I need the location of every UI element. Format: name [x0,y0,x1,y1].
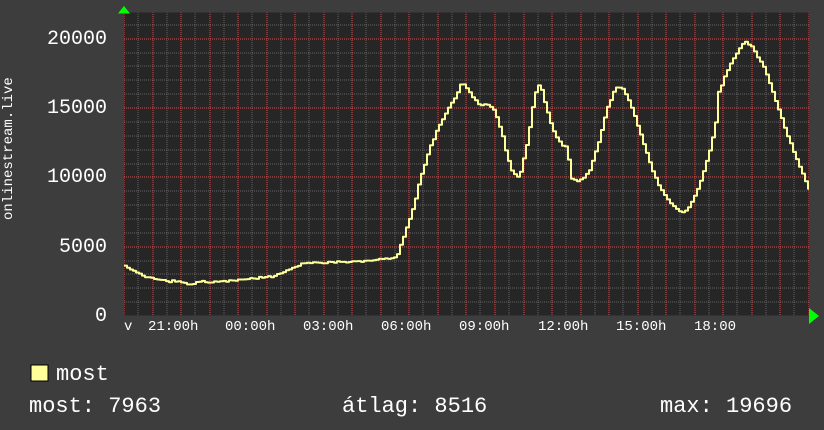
svg-text:20000: 20000 [47,28,107,51]
svg-text:10000: 10000 [47,166,107,189]
svg-text:00:00h: 00:00h [225,319,275,335]
svg-text:max: 19696: max: 19696 [660,394,792,419]
svg-text:most: most [56,362,109,387]
svg-text:18:00: 18:00 [694,319,736,335]
svg-text:v: v [124,319,132,335]
svg-text:12:00h: 12:00h [538,319,588,335]
svg-text:most: 7963: most: 7963 [29,394,161,419]
svg-text:15000: 15000 [47,97,107,120]
svg-text:21:00h: 21:00h [148,319,198,335]
svg-text:06:00h: 06:00h [381,319,431,335]
svg-text:0: 0 [95,305,107,328]
svg-text:15:00h: 15:00h [616,319,666,335]
svg-text:03:00h: 03:00h [303,319,353,335]
svg-text:5000: 5000 [59,236,107,259]
svg-text:onlinestream.live: onlinestream.live [1,77,17,220]
svg-text:átlag: 8516: átlag: 8516 [342,394,487,419]
svg-text:09:00h: 09:00h [459,319,509,335]
